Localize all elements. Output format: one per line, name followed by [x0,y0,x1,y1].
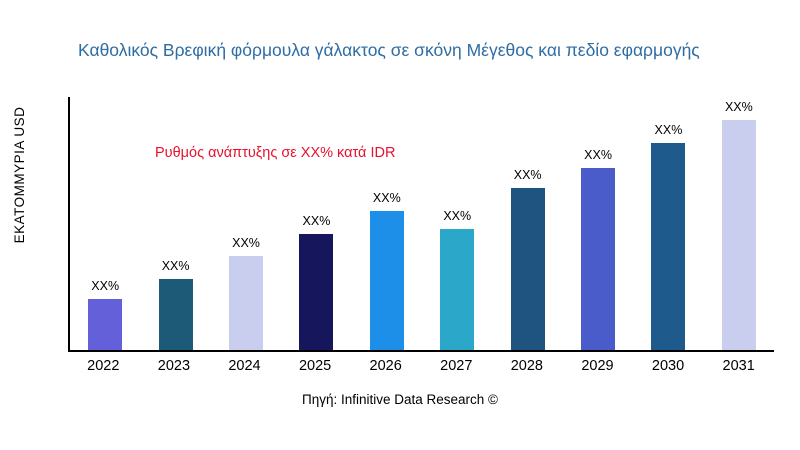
x-tick-label: 2030 [651,358,685,374]
bar [158,279,193,350]
bar-group: XX% [563,97,633,350]
bar-group: XX% [140,97,210,350]
chart-title: Καθολικός Βρεφική φόρμουλα γάλακτος σε σ… [78,40,700,60]
bar-group: XX% [70,97,140,350]
x-axis-labels: 2022 2023 2024 2025 2026 2027 2028 2029 2030 2031 [68,358,774,374]
x-tick-label: 2024 [228,358,261,374]
bar-value-label: XX% [724,99,753,114]
bar-group: XX% [211,97,281,350]
bar-value-label: XX% [654,122,683,137]
bar-value-label: XX% [91,279,120,294]
bar-value-label: XX% [232,236,260,251]
bar [440,228,475,350]
source-attribution: Πηγή: Infinitive Data Research © [301,392,499,407]
bar-value-label: XX% [161,259,190,274]
x-tick-label: 2031 [722,358,755,374]
bar-value-label: XX% [513,168,542,183]
y-axis-label: ΕΚΑΤΟΜΜΥΡΙΑ USD [12,106,27,244]
bar-group: XX% [352,97,422,350]
x-tick-label: 2023 [157,358,191,374]
bar [510,188,545,350]
bars-container: XX% XX% XX% XX% XX% XX% XX% XX% XX% XX% [70,97,774,350]
bar-value-label: XX% [443,208,472,223]
x-tick-label: 2025 [298,358,332,374]
x-tick-label: 2026 [369,358,402,374]
bar [229,256,264,350]
bar [299,233,334,350]
x-tick-label: 2027 [440,358,473,374]
growth-rate-annotation: Ρυθμός ανάπτυξης σε XX% κατά IDR [155,145,396,161]
bar-value-label: XX% [372,190,401,205]
bar-group: XX% [281,97,351,350]
x-tick-label: 2029 [581,358,614,374]
bar-group: XX% [492,97,562,350]
bar [721,119,756,350]
bar-value-label: XX% [584,147,612,162]
x-tick-label: 2022 [87,358,120,374]
bar-group: XX% [422,97,492,350]
bar-group: XX% [704,97,774,350]
bar [88,299,123,350]
plot-area: Ρυθμός ανάπτυξης σε XX% κατά IDR XX% XX% X… [68,97,774,352]
bar-value-label: XX% [302,213,331,228]
bar-group: XX% [633,97,703,350]
x-tick-label: 2028 [510,358,543,374]
bar [581,167,616,350]
bar [369,210,404,350]
bar [651,142,686,350]
